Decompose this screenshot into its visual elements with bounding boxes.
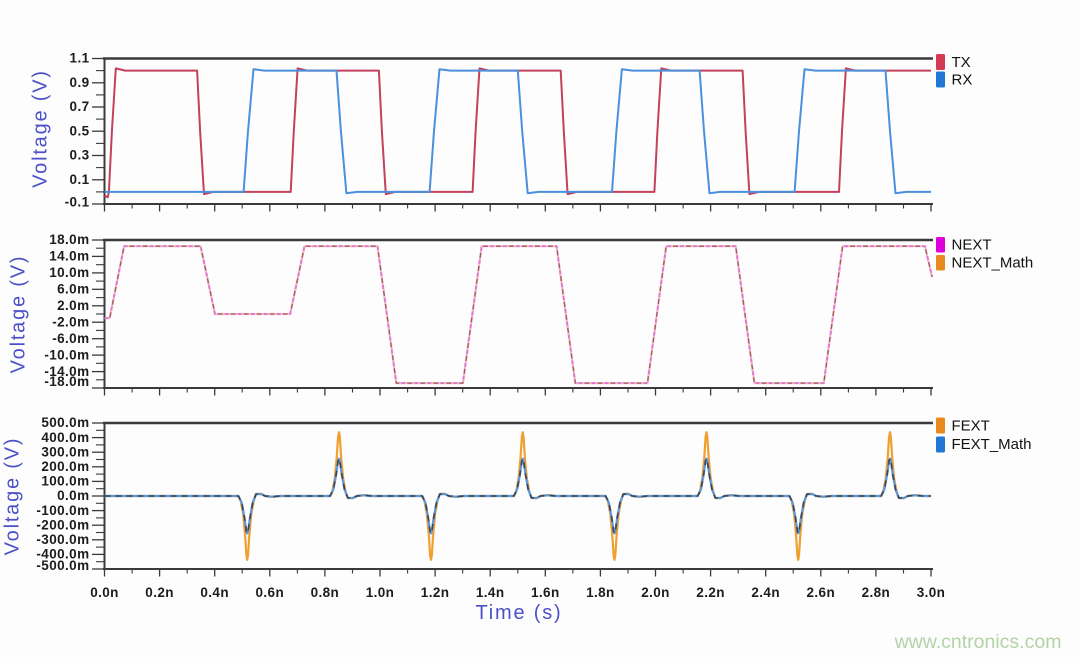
svg-text:-100.0m: -100.0m [36,503,89,518]
svg-text:RX: RX [952,72,973,89]
svg-text:0.3: 0.3 [70,148,90,163]
svg-text:18.0m: 18.0m [49,232,89,247]
svg-text:14.0m: 14.0m [49,249,89,264]
svg-text:-200.0m: -200.0m [36,517,89,532]
svg-text:0.5: 0.5 [70,123,90,138]
svg-text:2.4n: 2.4n [751,585,780,600]
svg-text:-500.0m: -500.0m [36,558,89,573]
svg-text:3.0n: 3.0n [917,585,946,600]
svg-text:1.6n: 1.6n [531,585,560,600]
svg-text:1.4n: 1.4n [476,585,505,600]
svg-text:-0.1: -0.1 [65,195,90,210]
svg-text:-14.0m: -14.0m [44,364,89,379]
svg-text:Voltage (V): Voltage (V) [30,69,52,188]
svg-text:NEXT_Math: NEXT_Math [952,255,1034,272]
svg-text:-10.0m: -10.0m [44,347,89,362]
svg-text:TX: TX [952,54,971,71]
svg-text:0.8n: 0.8n [311,585,340,600]
svg-text:www.cntronics.com: www.cntronics.com [894,631,1062,653]
svg-text:FEXT: FEXT [952,418,990,435]
svg-text:-6.0m: -6.0m [52,331,89,346]
svg-text:2.0n: 2.0n [641,585,670,600]
svg-text:0.4n: 0.4n [200,585,229,600]
svg-text:0.1: 0.1 [70,172,90,187]
svg-text:2.6n: 2.6n [806,585,835,600]
svg-text:2.0m: 2.0m [57,298,89,313]
svg-text:200.0m: 200.0m [41,459,89,474]
svg-text:2.8n: 2.8n [862,585,891,600]
svg-text:-18.0m: -18.0m [44,374,89,389]
svg-text:2.2n: 2.2n [696,585,725,600]
svg-text:500.0m: 500.0m [41,415,89,430]
svg-text:Time (s): Time (s) [476,602,563,624]
svg-text:Voltage (V): Voltage (V) [8,255,30,374]
svg-text:0.7: 0.7 [70,99,90,114]
svg-text:1.8n: 1.8n [586,585,615,600]
svg-text:-2.0m: -2.0m [52,314,89,329]
svg-text:300.0m: 300.0m [41,444,89,459]
svg-text:1.0n: 1.0n [366,585,395,600]
svg-text:0.6n: 0.6n [255,585,284,600]
svg-text:FEXT_Math: FEXT_Math [952,436,1032,453]
svg-text:10.0m: 10.0m [49,265,89,280]
svg-text:0.9: 0.9 [70,75,90,90]
svg-text:100.0m: 100.0m [41,474,89,489]
svg-text:0.0m: 0.0m [57,488,89,503]
svg-text:Voltage (V): Voltage (V) [2,437,24,556]
svg-text:0.2n: 0.2n [145,585,174,600]
svg-text:-300.0m: -300.0m [36,532,89,547]
svg-text:1.2n: 1.2n [421,585,450,600]
svg-text:-400.0m: -400.0m [36,547,89,562]
svg-text:NEXT: NEXT [952,237,992,254]
svg-text:0.0n: 0.0n [90,585,119,600]
svg-text:6.0m: 6.0m [57,282,89,297]
svg-text:1.1: 1.1 [70,51,90,66]
svg-text:400.0m: 400.0m [41,430,89,445]
